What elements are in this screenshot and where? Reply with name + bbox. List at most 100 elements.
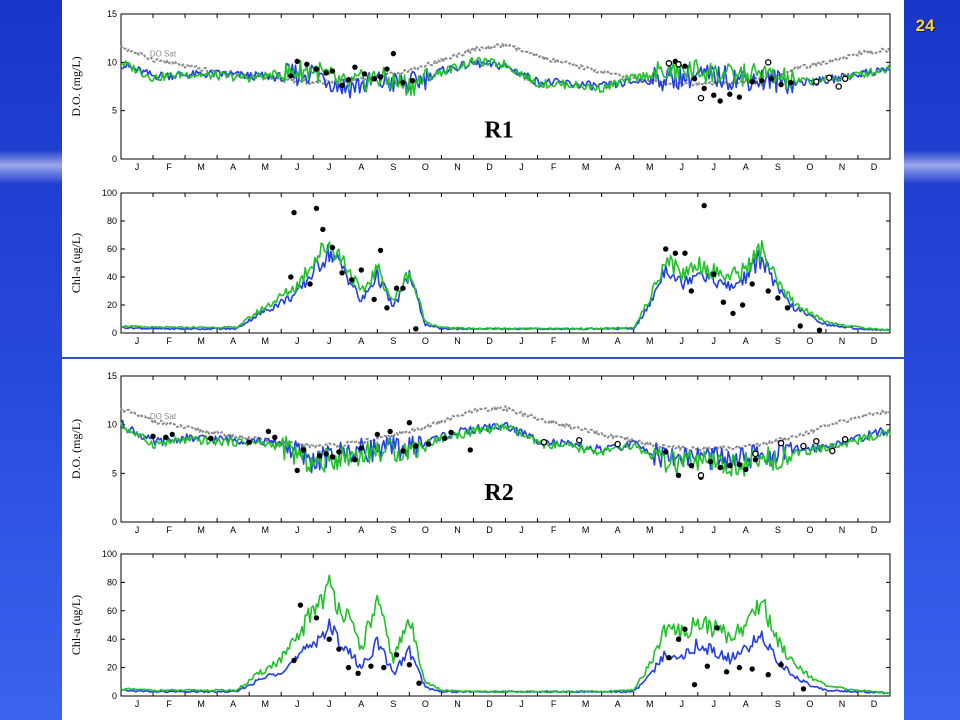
observation-point xyxy=(787,79,794,86)
observation-point xyxy=(800,686,807,692)
x-tick-label: S xyxy=(390,162,396,172)
observation-point xyxy=(688,288,695,294)
x-tick-label: F xyxy=(551,525,557,535)
x-tick-label: N xyxy=(454,162,461,172)
x-tick-label: A xyxy=(615,336,621,346)
observation-point-open xyxy=(764,59,772,66)
x-tick-label: S xyxy=(775,699,781,709)
observation-point xyxy=(272,434,278,441)
observation-point xyxy=(691,76,698,82)
chart-panel-1: 0 5 10 15 J F M A M J J A S O N D J F M A M J J A S O N D D.O. (mg/L… xyxy=(69,9,891,172)
observation-point xyxy=(384,66,390,72)
observation-point xyxy=(208,435,214,441)
observation-point-open xyxy=(697,94,705,102)
observation-point xyxy=(313,615,320,621)
x-tick-label: A xyxy=(230,336,236,346)
observation-point xyxy=(349,277,355,283)
station-label: R2 xyxy=(484,480,513,506)
y-tick-label: 0 xyxy=(112,154,117,164)
observation-point xyxy=(358,267,365,273)
observation-point-open xyxy=(540,438,548,446)
observation-point xyxy=(701,85,707,92)
x-tick-label: M xyxy=(197,699,205,709)
x-tick-label: A xyxy=(230,699,236,709)
x-tick-label: D xyxy=(871,525,878,535)
observation-point xyxy=(736,461,743,468)
observation-point xyxy=(300,447,307,453)
observation-point xyxy=(739,302,746,308)
observation-point xyxy=(720,299,727,305)
x-tick-label: J xyxy=(295,525,300,535)
observation-point xyxy=(406,420,413,426)
plot-frame xyxy=(120,553,891,697)
x-tick-label: N xyxy=(839,525,846,535)
observation-point xyxy=(400,79,406,86)
x-tick-label: J xyxy=(135,699,140,709)
observation-point-open xyxy=(575,436,583,444)
observation-point xyxy=(736,664,743,671)
series-line-model_b xyxy=(120,56,891,97)
observation-point xyxy=(413,326,419,332)
observation-point xyxy=(288,73,294,79)
x-tick-label: O xyxy=(806,525,813,535)
observation-point xyxy=(727,91,733,97)
observation-point xyxy=(682,626,688,632)
observation-point-open xyxy=(813,78,820,85)
observation-point xyxy=(765,672,771,678)
x-tick-label: S xyxy=(390,699,396,709)
x-tick-label: A xyxy=(358,525,364,535)
observation-point xyxy=(384,305,390,311)
observation-point-open xyxy=(675,61,682,68)
x-tick-label: J xyxy=(327,525,332,535)
y-tick-label: 60 xyxy=(107,244,117,254)
x-tick-label: A xyxy=(230,162,236,172)
series-line-model_a xyxy=(121,618,891,695)
observation-point xyxy=(339,270,345,276)
x-tick-label: J xyxy=(295,336,300,346)
observation-point xyxy=(291,209,297,216)
observation-point xyxy=(323,451,329,457)
y-tick-label: 0 xyxy=(112,328,117,338)
y-tick-label: 10 xyxy=(107,57,117,67)
slide-number: 24 xyxy=(915,16,935,35)
x-tick-label: O xyxy=(806,162,813,172)
x-tick-label: F xyxy=(166,525,172,535)
y-tick-label: 15 xyxy=(107,371,117,381)
observation-point xyxy=(265,428,272,435)
x-tick-label: J xyxy=(135,336,140,346)
x-tick-label: N xyxy=(454,336,461,346)
x-tick-label: M xyxy=(261,525,269,535)
observation-point-open xyxy=(752,450,759,458)
observation-point xyxy=(749,666,755,672)
observation-point xyxy=(797,323,803,329)
y-tick-label: 0 xyxy=(112,691,117,701)
observation-point xyxy=(150,433,156,440)
y-tick-label: 100 xyxy=(102,188,117,198)
observation-point xyxy=(666,654,672,661)
x-tick-label: N xyxy=(839,699,846,709)
observation-point xyxy=(717,98,723,104)
x-tick-label: M xyxy=(582,162,590,172)
observation-point xyxy=(704,663,711,669)
x-tick-label: J xyxy=(679,699,684,709)
observation-point xyxy=(352,457,358,463)
y-axis-title: D.O. (mg/L) xyxy=(69,419,83,479)
series-line-model_a xyxy=(120,419,891,474)
observation-point xyxy=(749,281,755,287)
observation-point xyxy=(329,68,336,74)
x-tick-label: S xyxy=(390,525,396,535)
observation-point xyxy=(775,295,781,301)
observation-point xyxy=(329,454,336,460)
x-tick-label: N xyxy=(839,336,846,346)
x-tick-label: F xyxy=(551,699,557,709)
x-tick-label: O xyxy=(422,699,429,709)
observation-point xyxy=(313,66,320,72)
observation-point xyxy=(663,449,669,455)
x-tick-label: F xyxy=(551,336,557,346)
x-tick-label: J xyxy=(519,162,524,172)
observation-point xyxy=(329,244,336,251)
observation-point xyxy=(374,431,381,438)
observation-point xyxy=(406,662,413,668)
x-tick-label: M xyxy=(646,699,654,709)
x-tick-label: J xyxy=(679,525,684,535)
